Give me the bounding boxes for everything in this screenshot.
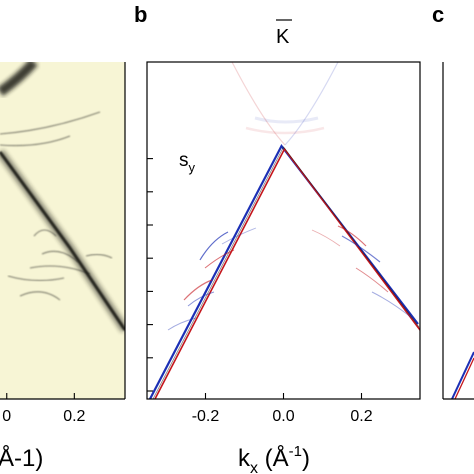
panel-a-side-band: [7, 275, 65, 282]
panel-a-side-band: [0, 135, 71, 147]
panel-c-band: [451, 351, 474, 399]
panel-b-xtick-label: 0.2: [350, 408, 372, 425]
panel-a: 00.2 (Å-1): [0, 62, 126, 472]
panel-c-bands: [451, 351, 474, 399]
panel-b-side-band: [311, 229, 341, 247]
panel-a-xtick-label: 0: [2, 408, 11, 425]
panel-b: b K -0.2 0.0 0.2 sy kx (Å-1): [134, 2, 421, 474]
panel-b-top-label: K: [276, 26, 290, 48]
panel-b-xtick-label: -0.2: [192, 408, 220, 425]
panel-a-xticks: 0 0.2: [2, 393, 86, 425]
panel-b-main-band-red: [154, 147, 420, 399]
panel-b-side-band: [221, 227, 257, 245]
panel-b-side-band: [371, 291, 413, 319]
panel-c-letter: c: [432, 2, 444, 27]
panel-b-plot-area: [147, 62, 420, 399]
panel-b-side-band: [341, 235, 381, 263]
panel-b-faint-band: [254, 116, 319, 124]
panel-b-side-band: [337, 225, 367, 247]
panel-a-main-band: [0, 151, 125, 331]
panel-b-letter: b: [134, 2, 147, 27]
panel-a-side-band: [19, 291, 61, 301]
panel-a-side-band: [0, 111, 101, 135]
panel-c-band-red: [454, 357, 474, 399]
panel-b-xtick-label: 0.0: [272, 408, 294, 425]
panel-b-main-band-core: [152, 146, 420, 399]
panel-b-side-band: [199, 231, 229, 261]
panel-b-side-band: [355, 267, 389, 293]
panel-a-side-band: [41, 250, 79, 263]
panel-a-xlabel: (Å-1): [0, 444, 43, 472]
panel-b-faint-band: [231, 62, 286, 146]
panel-b-side-band: [183, 279, 213, 301]
spin-annotation: sy: [179, 150, 196, 175]
panel-b-faint-band: [284, 62, 339, 146]
panel-a-bands: [0, 62, 125, 333]
panel-b-faint-band: [245, 126, 325, 135]
panel-b-side-band: [204, 249, 235, 269]
panel-b-yticks: [147, 158, 153, 392]
panel-a-side-band: [33, 229, 57, 237]
panel-b-side-band: [187, 291, 215, 307]
panel-b-xlabel: kx (Å-1): [238, 443, 310, 474]
panel-b-side-band: [167, 317, 197, 331]
panel-c: c: [432, 2, 474, 400]
panel-c-plot-area: [443, 62, 474, 399]
panel-a-xtick-label: 0.2: [63, 408, 85, 425]
panel-a-side-band: [29, 265, 91, 275]
panel-a-side-band: [85, 253, 113, 259]
panel-b-xticks: -0.2 0.0 0.2: [192, 393, 373, 425]
panel-a-upper-band: [0, 62, 38, 97]
panel-b-bands: [149, 62, 420, 399]
